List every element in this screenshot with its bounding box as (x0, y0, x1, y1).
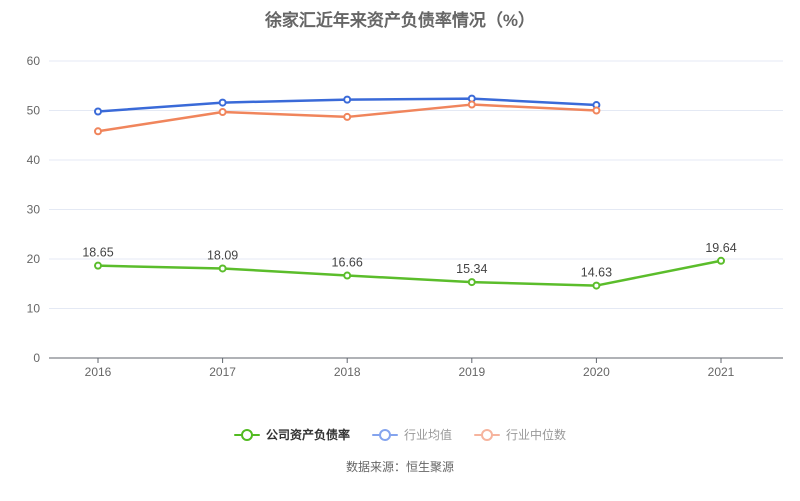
data-point (218, 264, 227, 273)
x-axis-tick-label: 2020 (583, 365, 610, 379)
x-axis-tick-label: 2016 (85, 365, 112, 379)
x-axis-tick-label: 2019 (458, 365, 485, 379)
y-axis-tick-label: 20 (27, 252, 41, 266)
y-axis-tick-label: 10 (27, 302, 41, 316)
data-point (467, 278, 476, 287)
legend-line-marker-icon (371, 429, 398, 441)
y-axis-tick-label: 50 (27, 104, 41, 118)
y-axis-tick-label: 0 (33, 351, 40, 365)
legend-item-label: 行业均值 (403, 428, 452, 442)
data-point (343, 112, 352, 121)
data-point (343, 271, 352, 280)
data-point (218, 98, 227, 107)
data-point-label: 19.64 (705, 241, 736, 255)
legend-line-marker-icon (233, 429, 260, 441)
data-point (467, 100, 476, 109)
x-axis-tick-label: 2018 (334, 365, 361, 379)
data-point-label: 15.34 (456, 262, 487, 276)
data-point (717, 256, 725, 265)
data-point (94, 127, 102, 136)
data-point (592, 281, 601, 290)
legend: 公司资产负债率 行业均值 行业中位数 (0, 429, 800, 441)
y-axis-tick-label: 30 (27, 203, 41, 217)
legend-item-label: 公司资产负债率 (265, 428, 350, 442)
x-axis-tick-label: 2021 (708, 365, 735, 379)
y-axis-tick-label: 40 (27, 153, 41, 167)
data-point (94, 261, 102, 270)
legend-line-marker-icon (474, 429, 500, 441)
data-source-note: 数据来源：恒生聚源 (345, 460, 454, 474)
x-axis-tick-label: 2017 (209, 365, 236, 379)
data-point (592, 106, 601, 115)
legend-item-company-debt-ratio[interactable]: 公司资产负债率 (233, 428, 350, 442)
line-chart-plot: 0 10 20 30 40 50 60 2016 2017 2018 2019 2020 2021 18.… (27, 54, 783, 379)
data-point (218, 107, 227, 116)
data-point-label: 18.65 (82, 246, 113, 260)
y-axis-tick-label: 60 (27, 54, 41, 68)
legend-item-industry-mean[interactable]: 行业均值 (371, 428, 452, 442)
data-point (94, 107, 102, 116)
data-point (343, 95, 352, 104)
data-point-label: 18.09 (207, 248, 238, 262)
data-point-label: 14.63 (581, 266, 612, 280)
data-point-label: 16.66 (332, 256, 363, 270)
legend-item-industry-median[interactable]: 行业中位数 (474, 429, 566, 441)
chart-title: 徐家汇近年来资产负债率情况（%） (264, 11, 536, 30)
legend-item-label: 行业中位数 (506, 428, 567, 442)
series-line-0 (96, 259, 723, 287)
